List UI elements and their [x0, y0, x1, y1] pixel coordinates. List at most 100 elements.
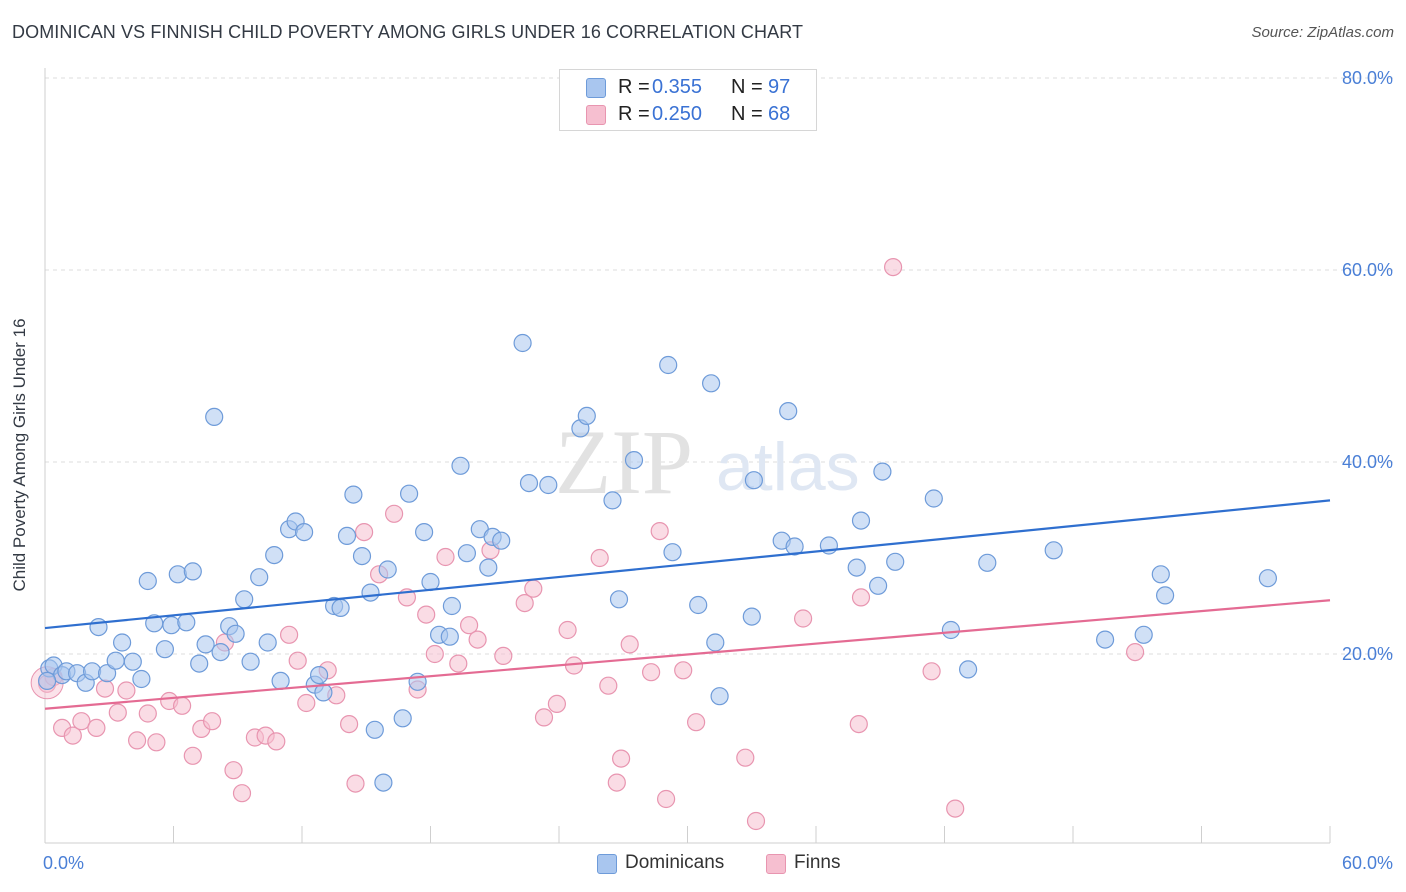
finns-point	[547, 694, 567, 714]
dominicans-point	[168, 565, 187, 584]
dominicans-point	[1155, 586, 1175, 605]
finns-point	[346, 774, 365, 793]
dominicans-point	[190, 654, 209, 673]
dominicans-point	[138, 571, 157, 591]
finns-point	[736, 748, 755, 767]
source-attribution: Source: ZipAtlas.com	[1251, 24, 1394, 41]
dominicans-point	[1258, 569, 1278, 588]
dominicans-point	[847, 558, 866, 577]
finns-point	[650, 521, 669, 541]
dominicans-point	[183, 562, 202, 581]
dominicans-point	[539, 475, 558, 495]
finns-point	[72, 712, 91, 731]
finns-point	[515, 593, 534, 613]
finns-point	[620, 635, 639, 654]
finns-point	[385, 504, 404, 523]
dominicans-point	[701, 374, 721, 393]
dominicans-point	[659, 355, 678, 375]
dominicans-point	[710, 687, 729, 706]
dominicans-point	[513, 333, 532, 353]
dominicans-point	[958, 660, 978, 679]
dominicans-point	[609, 590, 629, 609]
correlation-legend: R = 0.355 N = 97 R = 0.250 N = 68	[559, 69, 817, 131]
finns-n-value: 68	[768, 103, 791, 125]
dominicans-point	[624, 451, 644, 470]
grid-lines	[45, 77, 1394, 655]
finns-point	[417, 605, 436, 624]
dominicans-point	[924, 489, 943, 508]
finns-point	[95, 679, 115, 698]
series-legend: Dominicans Finns	[0, 852, 1406, 878]
dominicans-point	[235, 590, 254, 609]
dominicans-point	[689, 595, 708, 615]
axes	[44, 68, 1331, 844]
dominicans-legend-label: Dominicans	[625, 852, 725, 873]
finns-point	[340, 714, 359, 734]
dominicans-point	[421, 572, 440, 592]
finns-point	[849, 714, 868, 734]
dominicans-trend-line	[44, 499, 1331, 630]
dominicans-point	[258, 633, 277, 652]
finns-point	[117, 681, 136, 700]
finns-point	[128, 731, 147, 750]
dominicans-point	[1151, 565, 1170, 584]
dominicans-point	[97, 664, 117, 683]
dominicans-point	[1095, 630, 1115, 649]
dominicans-point	[393, 709, 412, 728]
dominicans-n-value: 97	[768, 76, 791, 98]
finns-point	[297, 693, 316, 713]
chart-title: DOMINICAN VS FINNISH CHILD POVERTY AMONG…	[12, 22, 804, 42]
dominicans-point	[196, 635, 215, 654]
finns-point	[599, 676, 618, 695]
finns-point	[946, 799, 965, 818]
dominicans-point	[779, 402, 798, 421]
dominicans-point	[457, 544, 476, 563]
y-tick-label: 40.0%	[1342, 452, 1393, 472]
finns-point	[641, 663, 661, 682]
dominicans-point	[361, 583, 380, 602]
finns-legend-label: Finns	[794, 852, 841, 873]
dominicans-point	[211, 642, 230, 662]
finns-trend-line	[44, 599, 1331, 710]
dominicans-point	[241, 652, 260, 671]
dominicans-point	[37, 671, 57, 691]
dominicans-point	[744, 471, 764, 490]
n-label: N =	[731, 76, 763, 98]
finns-point	[674, 661, 693, 680]
dominicans-point	[415, 522, 434, 542]
x-tick-label: 60.0%	[1342, 853, 1393, 873]
dominicans-point	[226, 624, 245, 643]
watermark: ZIP atlas	[555, 411, 860, 513]
dominicans-point	[873, 462, 892, 481]
dominicans-point	[271, 671, 290, 691]
dominicans-point	[442, 596, 461, 616]
finns-point	[425, 644, 444, 664]
dominicans-point	[106, 651, 125, 670]
finns-point	[288, 651, 307, 670]
finns-point	[224, 761, 243, 780]
finns-point	[494, 646, 513, 666]
finns-point	[686, 713, 706, 732]
tick-labels: 20.0% 40.0% 60.0% 80.0% 0.0% 60.0%	[43, 68, 1393, 873]
dominicans-point	[1044, 541, 1063, 560]
finns-point	[922, 662, 941, 681]
finns-point	[534, 708, 554, 727]
finns-point	[524, 579, 543, 598]
dominicans-point	[519, 474, 539, 493]
finns-point	[1125, 642, 1145, 662]
dominicans-point	[440, 627, 459, 646]
finns-point	[558, 620, 577, 640]
finns-point	[203, 712, 222, 731]
dominicans-points	[37, 333, 1278, 792]
finns-point	[355, 522, 374, 542]
finns-point	[436, 547, 455, 567]
finns-legend-swatch	[766, 854, 786, 874]
finns-swatch	[586, 105, 606, 125]
dominicans-point	[337, 526, 357, 546]
dominicans-point	[250, 568, 269, 587]
finns-point	[851, 588, 871, 607]
dominicans-point	[603, 491, 622, 510]
n-label: N =	[731, 103, 763, 125]
dominicans-point	[400, 484, 419, 503]
